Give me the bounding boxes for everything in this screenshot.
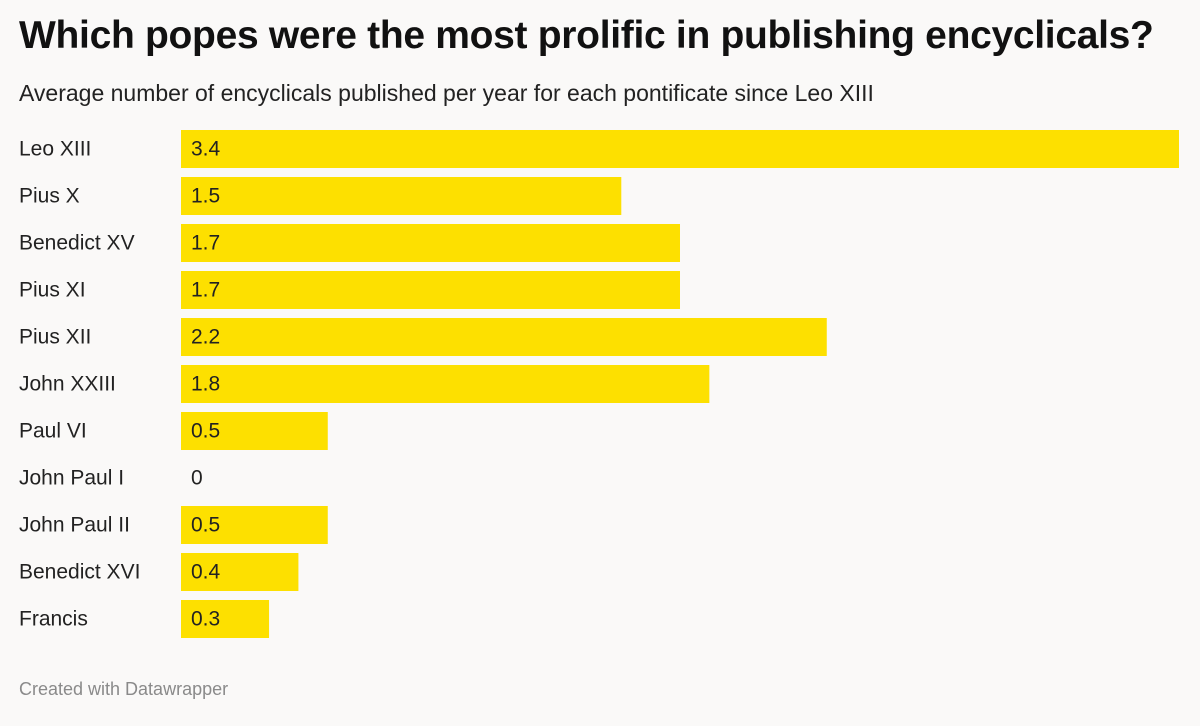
bar: [181, 271, 680, 309]
bar: [181, 224, 680, 262]
bar: [181, 553, 299, 591]
category-label: John Paul I: [19, 467, 124, 490]
category-label: Pius XII: [19, 326, 91, 349]
bar: [181, 506, 328, 544]
bar: [181, 130, 1179, 168]
value-label: 1.5: [191, 185, 220, 208]
category-label: Pius X: [19, 185, 80, 208]
value-label: 0: [191, 467, 203, 490]
category-label: Leo XIII: [19, 138, 91, 161]
category-label: Francis: [19, 608, 88, 631]
value-label: 2.2: [191, 326, 220, 349]
chart-subtitle: Average number of encyclicals published …: [19, 80, 874, 106]
bar: [181, 177, 622, 215]
chart-title: Which popes were the most prolific in pu…: [19, 14, 1154, 57]
category-label: John Paul II: [19, 514, 130, 537]
category-label: Benedict XV: [19, 232, 135, 255]
value-label: 1.7: [191, 232, 220, 255]
category-label: Paul VI: [19, 420, 87, 443]
bar: [181, 318, 827, 356]
category-label: Benedict XVI: [19, 561, 140, 584]
value-label: 0.5: [191, 420, 220, 443]
value-label: 0.4: [191, 561, 221, 584]
category-label: John XXIII: [19, 373, 116, 396]
value-label: 1.8: [191, 373, 220, 396]
bar: [181, 412, 328, 450]
value-label: 3.4: [191, 138, 221, 161]
bar: [181, 600, 270, 638]
category-label: Pius XI: [19, 279, 86, 302]
value-label: 0.5: [191, 514, 220, 537]
footer-credit: Created with Datawrapper: [19, 679, 229, 699]
value-label: 0.3: [191, 608, 220, 631]
bar: [181, 365, 710, 403]
value-label: 1.7: [191, 279, 220, 302]
